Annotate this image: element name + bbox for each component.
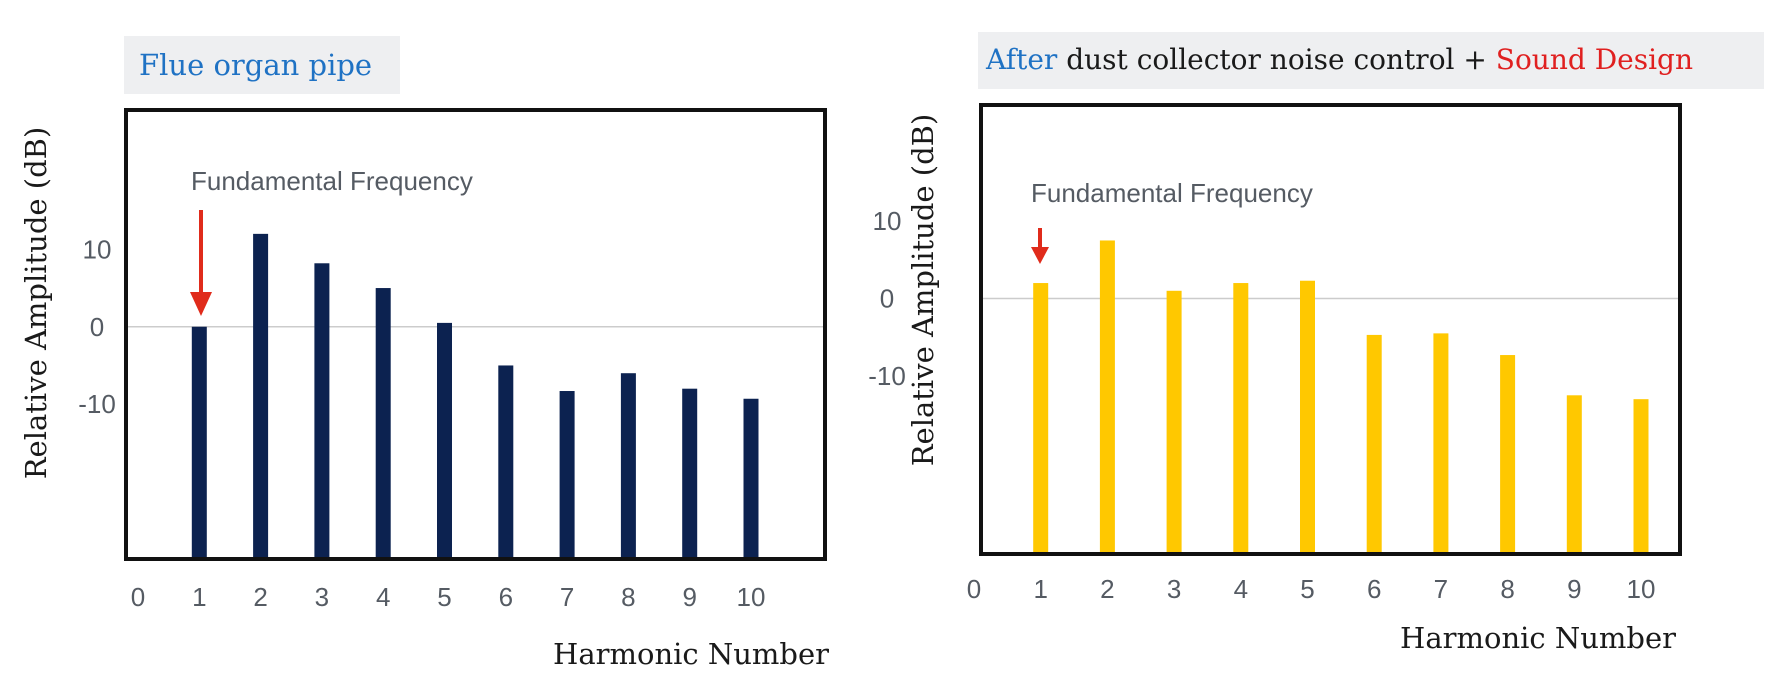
right-x-axis-label: Harmonic Number	[1400, 621, 1676, 655]
left-annotation-label: Fundamental Frequency	[191, 166, 473, 196]
left-title: Flue organ pipe	[139, 48, 372, 82]
left-x-tick-label: 4	[376, 582, 390, 612]
right-annotation-label: Fundamental Frequency	[1031, 178, 1313, 208]
left-annotation-arrow	[190, 210, 212, 316]
right-x-tick-label: 10	[1627, 574, 1656, 604]
left-x-tick-label: 1	[192, 582, 206, 612]
left-x-tick-label: 2	[253, 582, 267, 612]
left-bar-harmonic-7	[559, 391, 575, 559]
right-bar-harmonic-6	[1366, 334, 1382, 554]
left-x-tick-label: 9	[682, 582, 696, 612]
right-y-tick-label: 10	[873, 206, 902, 236]
left-x-tick-label: 8	[621, 582, 635, 612]
left-x-tick-label: 10	[737, 582, 766, 612]
right-bar-harmonic-1	[1033, 283, 1049, 554]
left-x-tick-label: 3	[315, 582, 329, 612]
right-y-tick-label: -10	[868, 361, 906, 391]
left-x-ticks: 0 1 2 3 4 5 6 7 8 9 10	[131, 582, 766, 612]
left-bar-harmonic-1	[191, 326, 207, 559]
left-y-axis-label: Relative Amplitude (dB)	[19, 127, 53, 480]
right-x-tick-label: 6	[1367, 574, 1381, 604]
right-bar-harmonic-7	[1433, 333, 1449, 554]
right-bar-harmonic-10	[1633, 399, 1649, 554]
left-plot-frame	[124, 108, 827, 561]
right-x-tick-label: 8	[1500, 574, 1514, 604]
left-bar-harmonic-5	[437, 322, 452, 559]
left-x-tick-label: 0	[131, 582, 145, 612]
left-y-ticks: 10 0 -10	[78, 234, 116, 419]
right-title-after: After	[985, 43, 1058, 76]
right-title-sound-design: Sound Design	[1496, 43, 1693, 76]
right-x-tick-label: 1	[1033, 574, 1047, 604]
right-x-ticks: 0 1 2 3 4 5 6 7 8 9 10	[967, 574, 1656, 604]
right-bar-harmonic-2	[1099, 240, 1115, 555]
chart-left: Flue organ pipe Relative Amplitude (dB) …	[19, 36, 829, 671]
right-bars	[1033, 240, 1649, 555]
right-x-tick-label: 7	[1434, 574, 1448, 604]
left-y-tick-label: 0	[90, 312, 104, 342]
left-bar-harmonic-10	[743, 398, 759, 559]
right-bar-harmonic-3	[1166, 290, 1182, 554]
right-title-background	[978, 32, 1764, 89]
left-bars	[191, 233, 759, 560]
right-bar-harmonic-8	[1500, 355, 1516, 554]
right-bar-harmonic-9	[1566, 395, 1582, 554]
left-bar-harmonic-3	[314, 263, 330, 559]
right-bar-harmonic-4	[1233, 283, 1249, 554]
right-x-tick-label: 9	[1567, 574, 1581, 604]
left-bar-harmonic-9	[682, 388, 698, 559]
right-annotation-arrow	[1031, 228, 1049, 264]
left-y-tick-label: -10	[78, 389, 116, 419]
left-bar-harmonic-6	[498, 365, 514, 559]
right-bar-harmonic-5	[1300, 280, 1315, 554]
right-title-middle: dust collector noise control +	[1066, 43, 1496, 76]
right-x-tick-label: 2	[1100, 574, 1114, 604]
right-y-ticks: 10 0 -10	[868, 206, 906, 391]
right-x-tick-label: 5	[1300, 574, 1314, 604]
right-plot-frame	[979, 103, 1682, 556]
left-title-background	[124, 36, 400, 94]
left-x-tick-label: 7	[560, 582, 574, 612]
left-x-tick-label: 5	[437, 582, 451, 612]
left-bar-harmonic-2	[253, 233, 269, 560]
chart-right: After dust collector noise control + Sou…	[868, 32, 1764, 655]
right-x-tick-label: 4	[1234, 574, 1248, 604]
right-y-tick-label: 0	[880, 284, 894, 314]
right-y-axis-label: Relative Amplitude (dB)	[906, 114, 940, 467]
right-title: After dust collector noise control + Sou…	[985, 43, 1693, 76]
left-y-tick-label: 10	[83, 234, 112, 264]
right-x-tick-label: 3	[1167, 574, 1181, 604]
left-x-tick-label: 6	[499, 582, 513, 612]
left-x-axis-label: Harmonic Number	[553, 637, 829, 671]
left-bar-harmonic-4	[375, 288, 391, 559]
left-bar-harmonic-8	[620, 373, 636, 559]
right-x-tick-label: 0	[967, 574, 981, 604]
